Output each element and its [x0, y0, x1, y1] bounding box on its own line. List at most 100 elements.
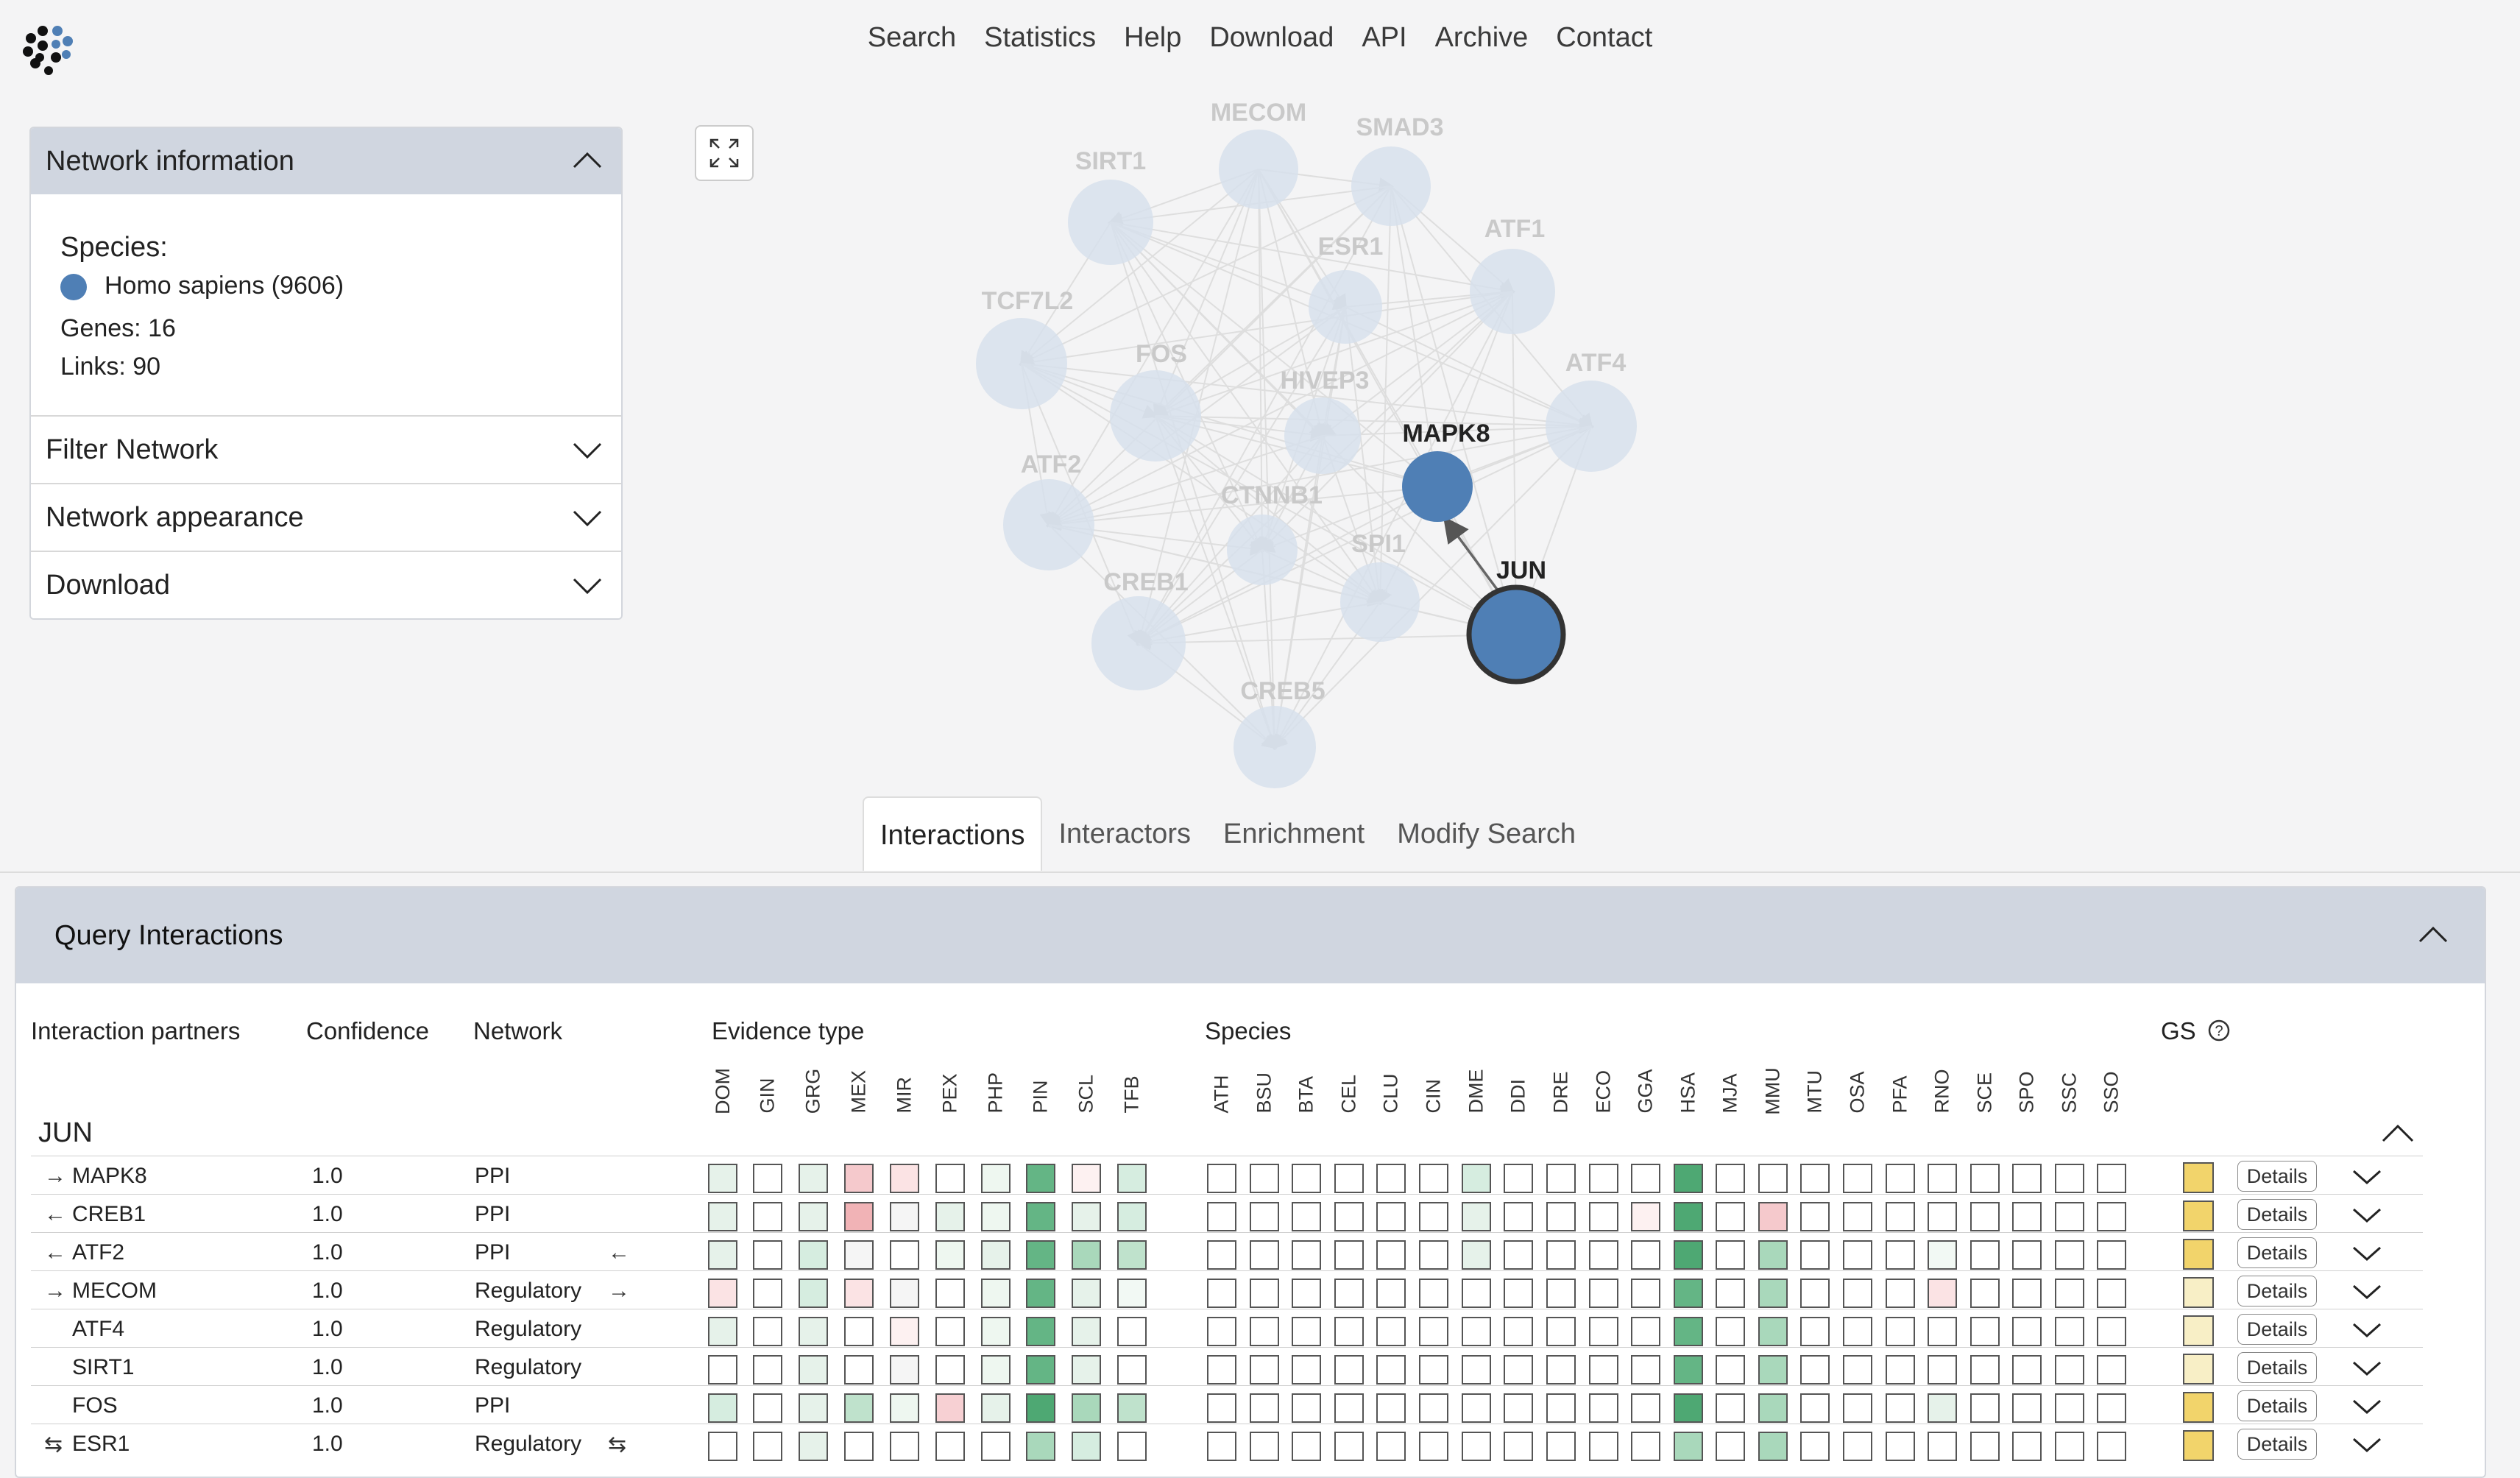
download-header[interactable]: Download	[31, 551, 621, 618]
evidence-cell-pin[interactable]	[1026, 1164, 1055, 1193]
species-cell-pfa[interactable]	[1886, 1393, 1915, 1423]
species-cell-mmu[interactable]	[1758, 1279, 1788, 1308]
evidence-cell-pin[interactable]	[1026, 1393, 1055, 1423]
graph-node-esr1[interactable]	[1309, 270, 1382, 344]
fullscreen-button[interactable]	[695, 125, 754, 181]
species-cell-gga[interactable]	[1631, 1355, 1660, 1385]
species-cell-clu[interactable]	[1376, 1317, 1406, 1346]
evidence-cell-pex[interactable]	[935, 1240, 965, 1270]
evidence-cell-tfb[interactable]	[1117, 1393, 1147, 1423]
graph-node-atf2[interactable]	[1003, 479, 1094, 570]
evidence-cell-mex[interactable]	[844, 1317, 874, 1346]
species-cell-gga[interactable]	[1631, 1432, 1660, 1461]
evidence-cell-tfb[interactable]	[1117, 1432, 1147, 1461]
nav-contact[interactable]: Contact	[1556, 22, 1653, 53]
table-row[interactable]: FOS 1.0 PPI Details	[31, 1385, 2423, 1424]
chevron-down-icon[interactable]	[2351, 1390, 2383, 1423]
species-cell-pfa[interactable]	[1886, 1317, 1915, 1346]
species-cell-spo[interactable]	[2012, 1393, 2042, 1423]
species-cell-osa[interactable]	[1843, 1240, 1872, 1270]
nav-statistics[interactable]: Statistics	[984, 22, 1097, 53]
details-button[interactable]: Details	[2237, 1429, 2317, 1460]
evidence-cell-gin[interactable]	[753, 1164, 782, 1193]
species-cell-cin[interactable]	[1419, 1279, 1448, 1308]
species-cell-dme[interactable]	[1462, 1317, 1491, 1346]
species-cell-ath[interactable]	[1207, 1240, 1236, 1270]
species-cell-rno[interactable]	[1928, 1432, 1957, 1461]
species-cell-osa[interactable]	[1843, 1202, 1872, 1231]
species-cell-ddi[interactable]	[1504, 1355, 1533, 1385]
tab-interactions[interactable]: Interactions	[863, 796, 1043, 871]
species-cell-dme[interactable]	[1462, 1202, 1491, 1231]
evidence-cell-pin[interactable]	[1026, 1279, 1055, 1308]
evidence-cell-mir[interactable]	[890, 1355, 919, 1385]
evidence-cell-scl[interactable]	[1072, 1432, 1101, 1461]
species-cell-mmu[interactable]	[1758, 1202, 1788, 1231]
graph-node-mapk8[interactable]	[1402, 451, 1473, 522]
species-cell-dre[interactable]	[1546, 1240, 1576, 1270]
evidence-cell-scl[interactable]	[1072, 1393, 1101, 1423]
species-cell-ath[interactable]	[1207, 1355, 1236, 1385]
species-cell-clu[interactable]	[1376, 1202, 1406, 1231]
graph-node-mecom[interactable]	[1219, 130, 1298, 209]
chevron-down-icon[interactable]	[2351, 1314, 2383, 1346]
evidence-cell-pex[interactable]	[935, 1355, 965, 1385]
graph-node-spi1[interactable]	[1340, 562, 1420, 642]
filter-network-header[interactable]: Filter Network	[31, 415, 621, 483]
species-cell-mtu[interactable]	[1800, 1164, 1830, 1193]
species-cell-ath[interactable]	[1207, 1164, 1236, 1193]
nav-archive[interactable]: Archive	[1434, 22, 1529, 53]
species-cell-mtu[interactable]	[1800, 1240, 1830, 1270]
evidence-cell-dom[interactable]	[708, 1317, 737, 1346]
species-cell-gga[interactable]	[1631, 1240, 1660, 1270]
details-button[interactable]: Details	[2237, 1161, 2317, 1192]
species-cell-cel[interactable]	[1334, 1393, 1364, 1423]
details-button[interactable]: Details	[2237, 1390, 2317, 1421]
gold-standard-cell[interactable]	[2183, 1277, 2214, 1308]
species-cell-mja[interactable]	[1716, 1432, 1745, 1461]
species-cell-bta[interactable]	[1292, 1279, 1321, 1308]
species-cell-sce[interactable]	[1970, 1279, 2000, 1308]
species-cell-osa[interactable]	[1843, 1164, 1872, 1193]
species-cell-eco[interactable]	[1589, 1164, 1618, 1193]
species-cell-ath[interactable]	[1207, 1317, 1236, 1346]
graph-node-fos[interactable]	[1110, 370, 1201, 462]
evidence-cell-gin[interactable]	[753, 1317, 782, 1346]
evidence-cell-scl[interactable]	[1072, 1317, 1101, 1346]
species-cell-cel[interactable]	[1334, 1240, 1364, 1270]
species-cell-cel[interactable]	[1334, 1432, 1364, 1461]
gold-standard-cell[interactable]	[2183, 1354, 2214, 1385]
evidence-cell-php[interactable]	[981, 1355, 1011, 1385]
species-cell-eco[interactable]	[1589, 1317, 1618, 1346]
species-cell-spo[interactable]	[2012, 1355, 2042, 1385]
evidence-cell-mex[interactable]	[844, 1164, 874, 1193]
species-cell-mtu[interactable]	[1800, 1355, 1830, 1385]
species-cell-eco[interactable]	[1589, 1393, 1618, 1423]
table-row[interactable]: SIRT1 1.0 Regulatory Details	[31, 1347, 2423, 1386]
species-cell-pfa[interactable]	[1886, 1164, 1915, 1193]
species-cell-dre[interactable]	[1546, 1317, 1576, 1346]
species-cell-bsu[interactable]	[1250, 1202, 1279, 1231]
species-cell-mja[interactable]	[1716, 1355, 1745, 1385]
details-button[interactable]: Details	[2237, 1237, 2317, 1268]
evidence-cell-scl[interactable]	[1072, 1355, 1101, 1385]
chevron-down-icon[interactable]	[2351, 1199, 2383, 1231]
evidence-cell-tfb[interactable]	[1117, 1240, 1147, 1270]
evidence-cell-tfb[interactable]	[1117, 1202, 1147, 1231]
table-row[interactable]: → MAPK8 1.0 PPI Details	[31, 1156, 2423, 1195]
species-cell-sce[interactable]	[1970, 1240, 2000, 1270]
species-cell-rno[interactable]	[1928, 1164, 1957, 1193]
species-cell-eco[interactable]	[1589, 1279, 1618, 1308]
evidence-cell-grg[interactable]	[799, 1432, 828, 1461]
species-cell-ath[interactable]	[1207, 1279, 1236, 1308]
nav-help[interactable]: Help	[1124, 22, 1182, 53]
species-cell-ath[interactable]	[1207, 1202, 1236, 1231]
species-cell-cel[interactable]	[1334, 1355, 1364, 1385]
table-row[interactable]: ⇆ ESR1 1.0 Regulatory ⇆ Details	[31, 1424, 2423, 1463]
species-cell-sso[interactable]	[2097, 1279, 2126, 1308]
species-cell-bsu[interactable]	[1250, 1240, 1279, 1270]
species-cell-dre[interactable]	[1546, 1202, 1576, 1231]
evidence-cell-gin[interactable]	[753, 1240, 782, 1270]
species-cell-ddi[interactable]	[1504, 1279, 1533, 1308]
evidence-cell-mex[interactable]	[844, 1202, 874, 1231]
